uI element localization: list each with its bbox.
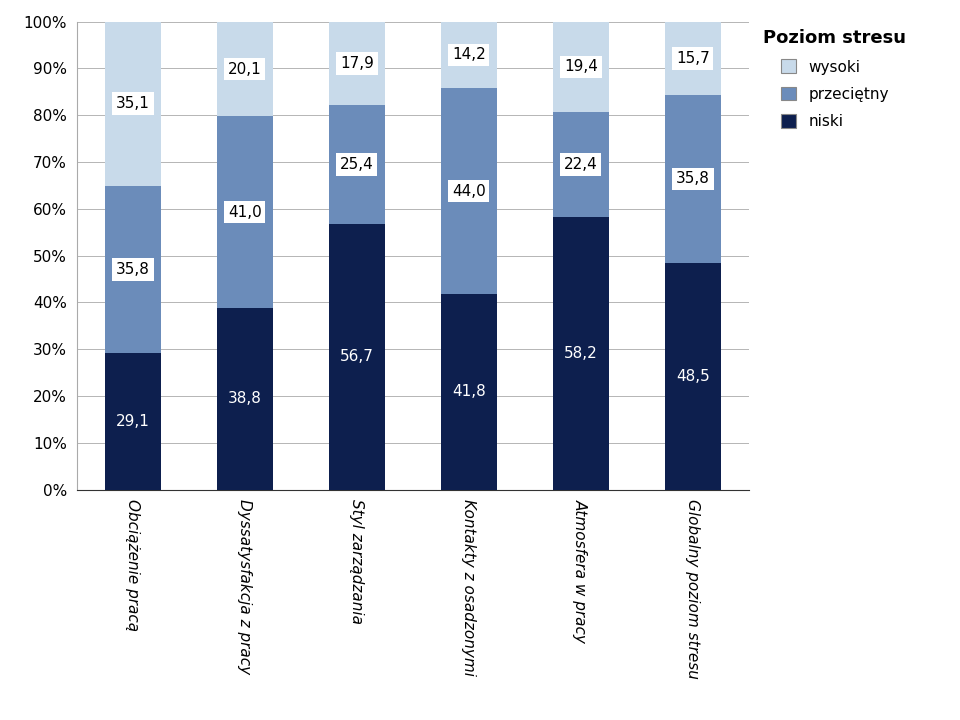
Text: 58,2: 58,2 [564, 346, 598, 361]
Bar [441, 22, 497, 88]
Bar [329, 22, 385, 105]
Text: 19,4: 19,4 [564, 60, 598, 74]
Bar [217, 22, 273, 116]
Text: 38,8: 38,8 [228, 391, 262, 406]
Bar [553, 112, 609, 217]
Bar [441, 88, 497, 294]
Legend: wysoki, przeciętny, niski: wysoki, przeciętny, niski [763, 30, 906, 129]
Text: 20,1: 20,1 [228, 62, 262, 76]
Text: 48,5: 48,5 [676, 369, 709, 384]
Bar [665, 263, 721, 490]
Bar [217, 308, 273, 490]
Bar [329, 224, 385, 490]
Text: 41,0: 41,0 [228, 204, 262, 220]
Text: 35,8: 35,8 [676, 171, 709, 186]
Bar [329, 105, 385, 224]
Bar [441, 294, 497, 490]
Bar [105, 22, 161, 186]
Text: 44,0: 44,0 [452, 184, 486, 199]
Text: 29,1: 29,1 [116, 414, 150, 429]
Bar [553, 217, 609, 490]
Bar [553, 22, 609, 112]
Text: 41,8: 41,8 [452, 384, 486, 400]
Bar [105, 354, 161, 490]
Text: 25,4: 25,4 [340, 157, 373, 172]
Bar [665, 95, 721, 263]
Bar [217, 116, 273, 308]
Text: 22,4: 22,4 [564, 157, 598, 172]
Text: 56,7: 56,7 [340, 349, 373, 364]
Bar [105, 186, 161, 354]
Text: 14,2: 14,2 [452, 48, 486, 63]
Text: 35,8: 35,8 [116, 262, 150, 277]
Text: 15,7: 15,7 [676, 51, 709, 66]
Text: 17,9: 17,9 [340, 56, 373, 71]
Text: 35,1: 35,1 [116, 96, 150, 111]
Bar [665, 22, 721, 95]
